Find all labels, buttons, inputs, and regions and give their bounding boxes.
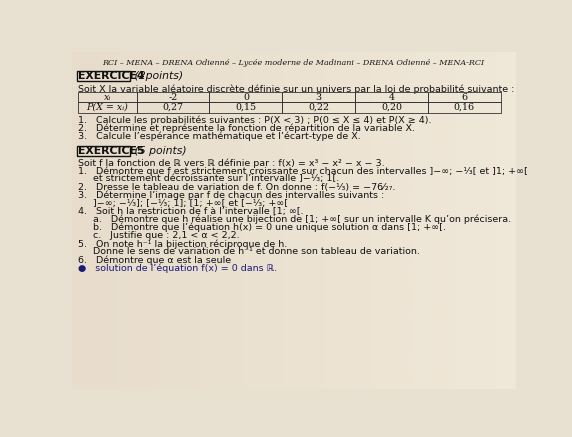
Text: 1.   Calcule les probabilités suivantes : P(X < 3) ; P(0 ≤ X ≤ 4) et P(X ≥ 4).: 1. Calcule les probabilités suivantes : … xyxy=(78,115,432,125)
Text: ●   solution de l’équation f(x) = 0 dans ℝ.: ● solution de l’équation f(x) = 0 dans ℝ… xyxy=(78,264,277,273)
Text: 6: 6 xyxy=(462,93,467,102)
Text: 3: 3 xyxy=(316,93,322,102)
Text: 3.   Calcule l’espérance mathématique et l’écart-type de X.: 3. Calcule l’espérance mathématique et l… xyxy=(78,132,362,141)
Text: 6.   Démontre que α est la seule: 6. Démontre que α est la seule xyxy=(78,255,232,265)
Text: Soit f la fonction de ℝ vers ℝ définie par : f(x) = x³ − x² − x − 3.: Soit f la fonction de ℝ vers ℝ définie p… xyxy=(78,158,385,168)
Text: EXERCICE4: EXERCICE4 xyxy=(78,70,145,80)
Text: 4: 4 xyxy=(388,93,395,102)
Text: b.   Démontre que l’équation h(x) = 0 une unique solution α dans [1; +∞[.: b. Démontre que l’équation h(x) = 0 une … xyxy=(78,223,447,232)
Text: 0: 0 xyxy=(243,93,249,102)
Text: a.   Démontre que h réalise une bijection de [1; +∞[ sur un intervalle K qu’on p: a. Démontre que h réalise une bijection … xyxy=(78,215,511,225)
Text: P(X = xᵢ): P(X = xᵢ) xyxy=(86,103,129,112)
Text: -2: -2 xyxy=(168,93,178,102)
Text: Soit X la variable aléatoire discrète définie sur un univers par la loi de proba: Soit X la variable aléatoire discrète dé… xyxy=(78,85,515,94)
Text: c.   Justifie que : 2,1 < α < 2,2.: c. Justifie que : 2,1 < α < 2,2. xyxy=(78,231,240,240)
Text: 0,20: 0,20 xyxy=(381,103,402,112)
Text: 1.   Démontre que f est strictement croissante sur chacun des intervalles ]−∞; −: 1. Démontre que f est strictement croiss… xyxy=(78,166,529,176)
Text: et strictement décroissante sur l’intervalle ]−¹⁄₃; 1[.: et strictement décroissante sur l’interv… xyxy=(78,174,340,184)
Text: 0,15: 0,15 xyxy=(235,103,256,112)
Text: 3.   Détermine l’image par f de chacun des intervalles suivants :: 3. Détermine l’image par f de chacun des… xyxy=(78,191,385,200)
Text: 5.   On note h⁻¹ la bijection réciproque de h.: 5. On note h⁻¹ la bijection réciproque d… xyxy=(78,239,288,249)
Text: 4.   Soit h la restriction de f à l’intervalle [1; ∞[.: 4. Soit h la restriction de f à l’interv… xyxy=(78,207,304,216)
Text: (5 points): (5 points) xyxy=(131,146,187,156)
Text: (2points): (2points) xyxy=(131,70,183,80)
Text: ]−∞; −¹⁄₃]; [−¹⁄₃; 1]; [1; +∞[ et [−¹⁄₃; +∞[: ]−∞; −¹⁄₃]; [−¹⁄₃; 1]; [1; +∞[ et [−¹⁄₃;… xyxy=(78,199,289,208)
Text: 0,16: 0,16 xyxy=(454,103,475,112)
Text: RCI – MENA – DRENA Odienné – Lycée moderne de Madinani – DRENA Odienné – MENA-RC: RCI – MENA – DRENA Odienné – Lycée moder… xyxy=(102,59,484,67)
Text: xᵢ: xᵢ xyxy=(104,93,111,102)
Text: Donne le sens de variation de h⁻¹ et donne son tableau de variation.: Donne le sens de variation de h⁻¹ et don… xyxy=(78,247,420,256)
Text: EXERCICE5: EXERCICE5 xyxy=(78,146,145,156)
Text: 0,27: 0,27 xyxy=(162,103,184,112)
Text: 2.   Détermine et représente la fonction de répartition de la variable X.: 2. Détermine et représente la fonction d… xyxy=(78,124,415,133)
Text: 2.   Dresse le tableau de variation de f. On donne : f(−¹⁄₃) = −76⁄₂₇.: 2. Dresse le tableau de variation de f. … xyxy=(78,183,396,191)
Text: 0,22: 0,22 xyxy=(308,103,329,112)
